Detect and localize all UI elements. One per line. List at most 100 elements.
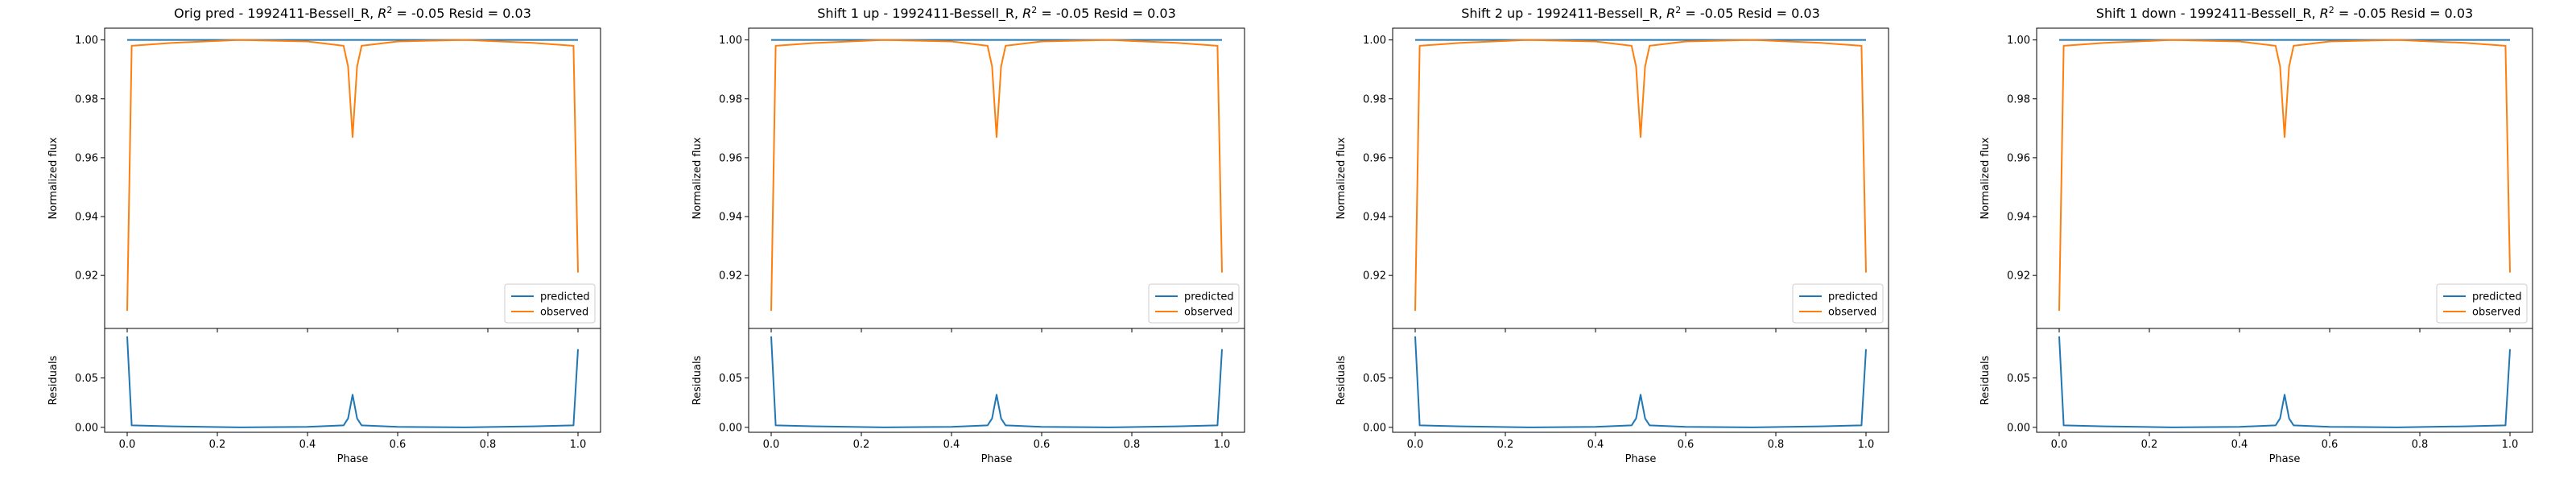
y-tick-label: 0.98 bbox=[75, 93, 98, 105]
chart-title-sup: 2 bbox=[1675, 5, 1681, 15]
chart-panel-1: Orig pred - 1992411-Bessell_R, R2 = -0.0… bbox=[47, 5, 601, 465]
chart-title-r: R bbox=[2320, 6, 2329, 21]
chart-title-suffix: = -0.05 Resid = 0.03 bbox=[392, 6, 530, 21]
y-tick-label: 0.94 bbox=[2007, 212, 2030, 224]
observed-line bbox=[2058, 39, 2511, 312]
legend-label: observed bbox=[1828, 307, 1876, 319]
main-axes-frame bbox=[748, 27, 1245, 329]
x-axis-label: Phase bbox=[337, 453, 369, 465]
chart-title-suffix: = -0.05 Resid = 0.03 bbox=[1681, 6, 1819, 21]
x-axis-label: Phase bbox=[2269, 453, 2301, 465]
x-tick-label: 0.6 bbox=[1678, 439, 1695, 451]
y-tick-label: 0.92 bbox=[719, 270, 742, 283]
chart-title-prefix: Orig pred - 1992411-Bessell_R, bbox=[174, 6, 378, 22]
residual-tick-label: 0.05 bbox=[719, 373, 742, 385]
y-tick-label: 1.00 bbox=[75, 35, 98, 47]
residual-axes-frame bbox=[748, 328, 1245, 433]
y-tick-label: 0.98 bbox=[2007, 93, 2030, 105]
residual-line bbox=[770, 336, 1223, 428]
observed-line bbox=[126, 39, 579, 312]
x-tick-label: 0.2 bbox=[1497, 439, 1514, 451]
x-tick-label: 0.2 bbox=[2141, 439, 2158, 451]
x-tick-label: 1.0 bbox=[2502, 439, 2519, 451]
y-tick-label: 1.00 bbox=[719, 35, 742, 47]
x-tick-label: 0.6 bbox=[2322, 439, 2339, 451]
y-tick-label: 0.92 bbox=[2007, 270, 2030, 283]
chart-title-suffix: = -0.05 Resid = 0.03 bbox=[1037, 6, 1175, 21]
residual-axis-label: Residuals bbox=[691, 355, 704, 405]
y-axis-label: Normalized flux bbox=[691, 137, 704, 219]
x-tick-label: 0.0 bbox=[119, 439, 136, 451]
residual-tick-label: 0.00 bbox=[1363, 422, 1386, 434]
y-tick-label: 0.92 bbox=[1363, 270, 1386, 283]
x-tick-label: 0.8 bbox=[480, 439, 497, 451]
x-tick-label: 0.6 bbox=[390, 439, 407, 451]
x-tick-label: 1.0 bbox=[1858, 439, 1875, 451]
residual-tick-label: 0.00 bbox=[719, 422, 742, 434]
main-axes-frame bbox=[1392, 27, 1889, 329]
x-tick-label: 0.6 bbox=[1034, 439, 1051, 451]
residual-axes-frame bbox=[104, 328, 601, 433]
chart-title-sup: 2 bbox=[386, 5, 392, 15]
y-tick-label: 0.98 bbox=[719, 93, 742, 105]
chart-title: Shift 1 down - 1992411-Bessell_R, R2 = -… bbox=[2096, 5, 2473, 22]
chart-panel-4: Shift 1 down - 1992411-Bessell_R, R2 = -… bbox=[1979, 5, 2533, 465]
residual-axes-frame bbox=[1392, 328, 1889, 433]
x-tick-label: 1.0 bbox=[1214, 439, 1231, 451]
residual-axis-label: Residuals bbox=[1335, 355, 1348, 405]
x-tick-label: 0.4 bbox=[299, 439, 316, 451]
chart-title-r: R bbox=[1022, 6, 1031, 21]
residual-tick-label: 0.05 bbox=[1363, 373, 1386, 385]
residual-line bbox=[126, 336, 579, 428]
legend-box bbox=[1792, 283, 1884, 324]
y-tick-label: 0.92 bbox=[75, 270, 98, 283]
chart-title-sup: 2 bbox=[1031, 5, 1037, 15]
y-tick-label: 0.96 bbox=[75, 152, 98, 164]
chart-title-r: R bbox=[1666, 6, 1675, 21]
chart-title: Orig pred - 1992411-Bessell_R, R2 = -0.0… bbox=[174, 5, 531, 22]
main-axes-frame bbox=[2036, 27, 2533, 329]
x-tick-label: 0.8 bbox=[2412, 439, 2429, 451]
y-tick-label: 0.96 bbox=[1363, 152, 1386, 164]
y-tick-label: 0.96 bbox=[719, 152, 742, 164]
x-tick-label: 0.0 bbox=[763, 439, 780, 451]
y-tick-label: 0.94 bbox=[719, 212, 742, 224]
residual-tick-label: 0.00 bbox=[2007, 422, 2030, 434]
y-tick-label: 0.98 bbox=[1363, 93, 1386, 105]
y-axis-label: Normalized flux bbox=[1979, 137, 1992, 219]
y-axis-label: Normalized flux bbox=[47, 137, 60, 219]
legend-label: observed bbox=[1184, 307, 1232, 319]
chart-title: Shift 1 up - 1992411-Bessell_R, R2 = -0.… bbox=[817, 5, 1176, 22]
main-axes-frame bbox=[104, 27, 601, 329]
legend-label: observed bbox=[540, 307, 588, 319]
residual-line bbox=[1414, 336, 1867, 428]
x-tick-label: 0.4 bbox=[2231, 439, 2248, 451]
legend-box bbox=[1148, 283, 1240, 324]
x-tick-label: 0.8 bbox=[1768, 439, 1785, 451]
chart-panel-2: Shift 1 up - 1992411-Bessell_R, R2 = -0.… bbox=[691, 5, 1245, 465]
legend-label: observed bbox=[2472, 307, 2520, 319]
residual-tick-label: 0.05 bbox=[2007, 373, 2030, 385]
residual-axes-frame bbox=[2036, 328, 2533, 433]
x-tick-label: 0.2 bbox=[853, 439, 870, 451]
chart-title-sup: 2 bbox=[2329, 5, 2334, 15]
x-axis-label: Phase bbox=[981, 453, 1013, 465]
x-tick-label: 0.0 bbox=[2051, 439, 2068, 451]
chart-title: Shift 2 up - 1992411-Bessell_R, R2 = -0.… bbox=[1461, 5, 1820, 22]
chart-title-prefix: Shift 1 down - 1992411-Bessell_R, bbox=[2096, 6, 2320, 22]
legend-label: predicted bbox=[540, 291, 590, 303]
x-tick-label: 0.4 bbox=[943, 439, 960, 451]
y-tick-label: 1.00 bbox=[1363, 35, 1386, 47]
residual-tick-label: 0.05 bbox=[75, 373, 98, 385]
legend-label: predicted bbox=[1184, 291, 1234, 303]
legend-box bbox=[504, 283, 596, 324]
legend-label: predicted bbox=[1828, 291, 1878, 303]
y-tick-label: 0.96 bbox=[2007, 152, 2030, 164]
y-tick-label: 1.00 bbox=[2007, 35, 2030, 47]
x-tick-label: 0.2 bbox=[209, 439, 226, 451]
chart-title-r: R bbox=[378, 6, 386, 21]
x-tick-label: 0.0 bbox=[1407, 439, 1424, 451]
residual-axis-label: Residuals bbox=[1979, 355, 1992, 405]
residual-line bbox=[2058, 336, 2511, 428]
x-tick-label: 0.4 bbox=[1587, 439, 1604, 451]
